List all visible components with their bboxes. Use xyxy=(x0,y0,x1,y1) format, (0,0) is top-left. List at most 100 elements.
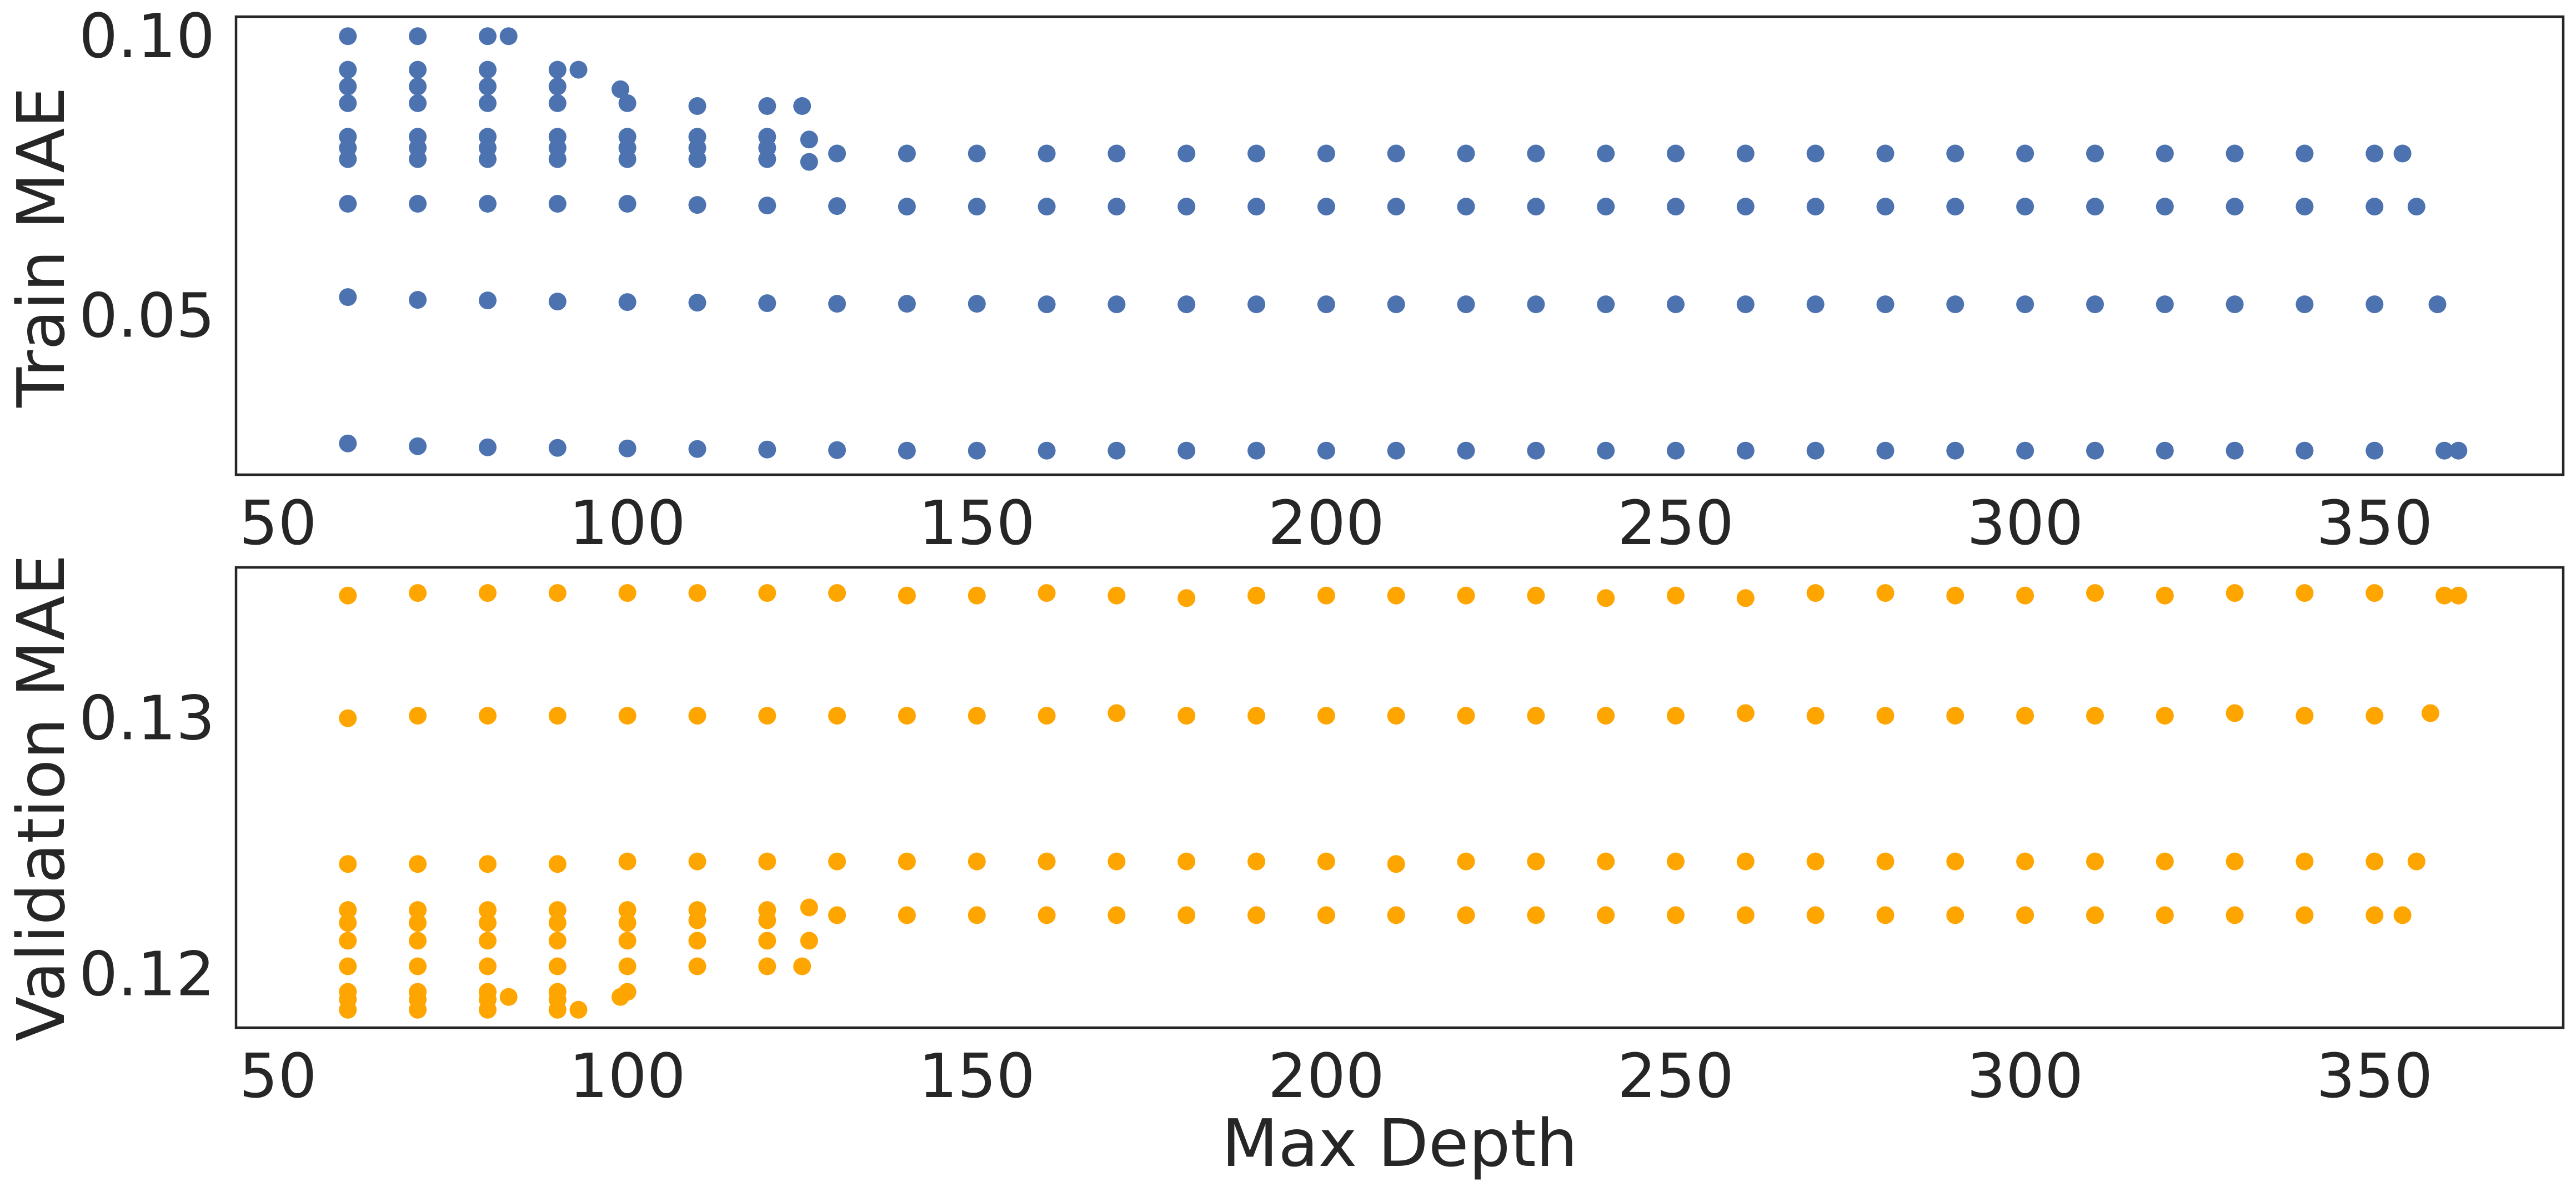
validation-data-point xyxy=(1038,906,1056,924)
train-data-point xyxy=(1317,441,1335,460)
validation-x-tick-label: 200 xyxy=(1268,1040,1385,1111)
validation-data-point xyxy=(1387,855,1405,873)
train-data-point xyxy=(1597,441,1615,460)
validation-data-point xyxy=(499,988,518,1006)
train-data-point xyxy=(1946,144,1964,163)
validation-data-point xyxy=(758,584,776,602)
validation-data-point xyxy=(688,707,706,725)
validation-data-point xyxy=(2086,852,2104,871)
train-data-point xyxy=(409,195,427,213)
train-data-point xyxy=(968,144,986,163)
validation-data-point xyxy=(409,707,427,725)
train-data-point xyxy=(1038,295,1056,314)
train-data-point xyxy=(1667,441,1685,460)
validation-data-point xyxy=(479,1000,497,1019)
train-data-point xyxy=(339,94,357,112)
train-data-point xyxy=(898,295,916,313)
validation-data-point xyxy=(618,914,637,932)
validation-data-point xyxy=(758,911,776,929)
train-data-point xyxy=(828,144,846,163)
train-data-point xyxy=(2226,144,2244,163)
train-data-point xyxy=(548,94,567,112)
train-data-point xyxy=(1667,295,1685,314)
train-y-axis-label: Train MAE xyxy=(3,87,79,408)
train-data-point xyxy=(1038,144,1056,163)
train-data-point xyxy=(2226,441,2244,460)
train-data-point xyxy=(2016,441,2034,460)
train-data-point xyxy=(1527,441,1545,460)
validation-data-point xyxy=(688,911,706,929)
train-data-point xyxy=(1736,198,1755,216)
train-data-point xyxy=(339,61,357,79)
train-data-point xyxy=(2296,295,2314,314)
validation-data-point xyxy=(1177,707,1196,725)
train-data-point xyxy=(479,27,497,46)
train-data-point xyxy=(548,61,567,79)
train-data-point xyxy=(2365,198,2384,216)
train-data-point xyxy=(1247,295,1266,314)
validation-y-tick-label: 0.12 xyxy=(79,938,215,1009)
validation-x-tick-label: 250 xyxy=(1617,1040,1734,1111)
validation-data-point xyxy=(800,932,818,950)
train-data-point xyxy=(1527,198,1545,216)
train-data-point xyxy=(2156,295,2174,314)
train-points xyxy=(339,27,2468,460)
validation-data-point xyxy=(1177,906,1196,924)
validation-data-point xyxy=(2449,586,2468,605)
validation-data-point xyxy=(1806,906,1825,924)
train-data-point xyxy=(479,438,497,456)
train-data-point xyxy=(2156,441,2174,460)
train-data-point xyxy=(1457,198,1475,216)
validation-data-point xyxy=(1527,852,1545,871)
validation-data-point xyxy=(800,898,818,917)
train-data-point xyxy=(2428,295,2447,314)
train-data-point xyxy=(618,150,637,168)
train-y-tick-label: 0.05 xyxy=(79,280,215,351)
validation-x-ticks: 50 100 150 200 250 300 350 xyxy=(239,1040,2433,1111)
train-data-point xyxy=(688,97,706,115)
train-data-point xyxy=(479,77,497,95)
validation-data-point xyxy=(1946,852,1964,871)
train-data-point xyxy=(1317,198,1335,216)
train-x-tick-label: 50 xyxy=(239,487,317,559)
validation-data-point xyxy=(1247,852,1266,871)
train-data-point xyxy=(1736,441,1755,460)
train-data-point xyxy=(548,77,567,95)
validation-data-point xyxy=(2435,586,2454,605)
validation-data-point xyxy=(339,709,357,727)
validation-data-point xyxy=(548,957,567,975)
train-data-point xyxy=(499,27,518,46)
train-data-point xyxy=(1806,198,1825,216)
validation-data-point xyxy=(1667,906,1685,924)
train-data-point xyxy=(2226,198,2244,216)
validation-data-point xyxy=(409,957,427,975)
validation-data-point xyxy=(758,957,776,975)
validation-data-point xyxy=(1667,586,1685,605)
validation-data-point xyxy=(1247,707,1266,725)
validation-x-axis-label: Max Depth xyxy=(1222,1105,1578,1181)
validation-data-point xyxy=(828,906,846,924)
train-data-point xyxy=(1247,144,1266,163)
train-data-point xyxy=(339,77,357,95)
train-data-point xyxy=(2086,144,2104,163)
validation-data-point xyxy=(2016,852,2034,871)
validation-data-point xyxy=(688,932,706,950)
validation-data-point xyxy=(1107,852,1126,871)
train-data-point xyxy=(1107,295,1126,314)
validation-data-point xyxy=(1247,906,1266,924)
train-data-point xyxy=(548,150,567,168)
train-data-point xyxy=(409,437,427,455)
validation-data-point xyxy=(1946,906,1964,924)
validation-data-point xyxy=(758,932,776,950)
train-x-ticks: 50 100 150 200 250 300 350 xyxy=(239,487,2433,559)
validation-data-point xyxy=(1457,586,1475,605)
validation-data-point xyxy=(548,1000,567,1019)
train-data-point xyxy=(898,198,916,216)
validation-data-point xyxy=(2086,707,2104,725)
train-data-point xyxy=(1177,295,1196,314)
validation-data-point xyxy=(409,855,427,873)
train-data-point xyxy=(409,94,427,112)
validation-data-point xyxy=(1806,707,1825,725)
validation-data-point xyxy=(548,932,567,950)
train-data-point xyxy=(758,197,776,215)
